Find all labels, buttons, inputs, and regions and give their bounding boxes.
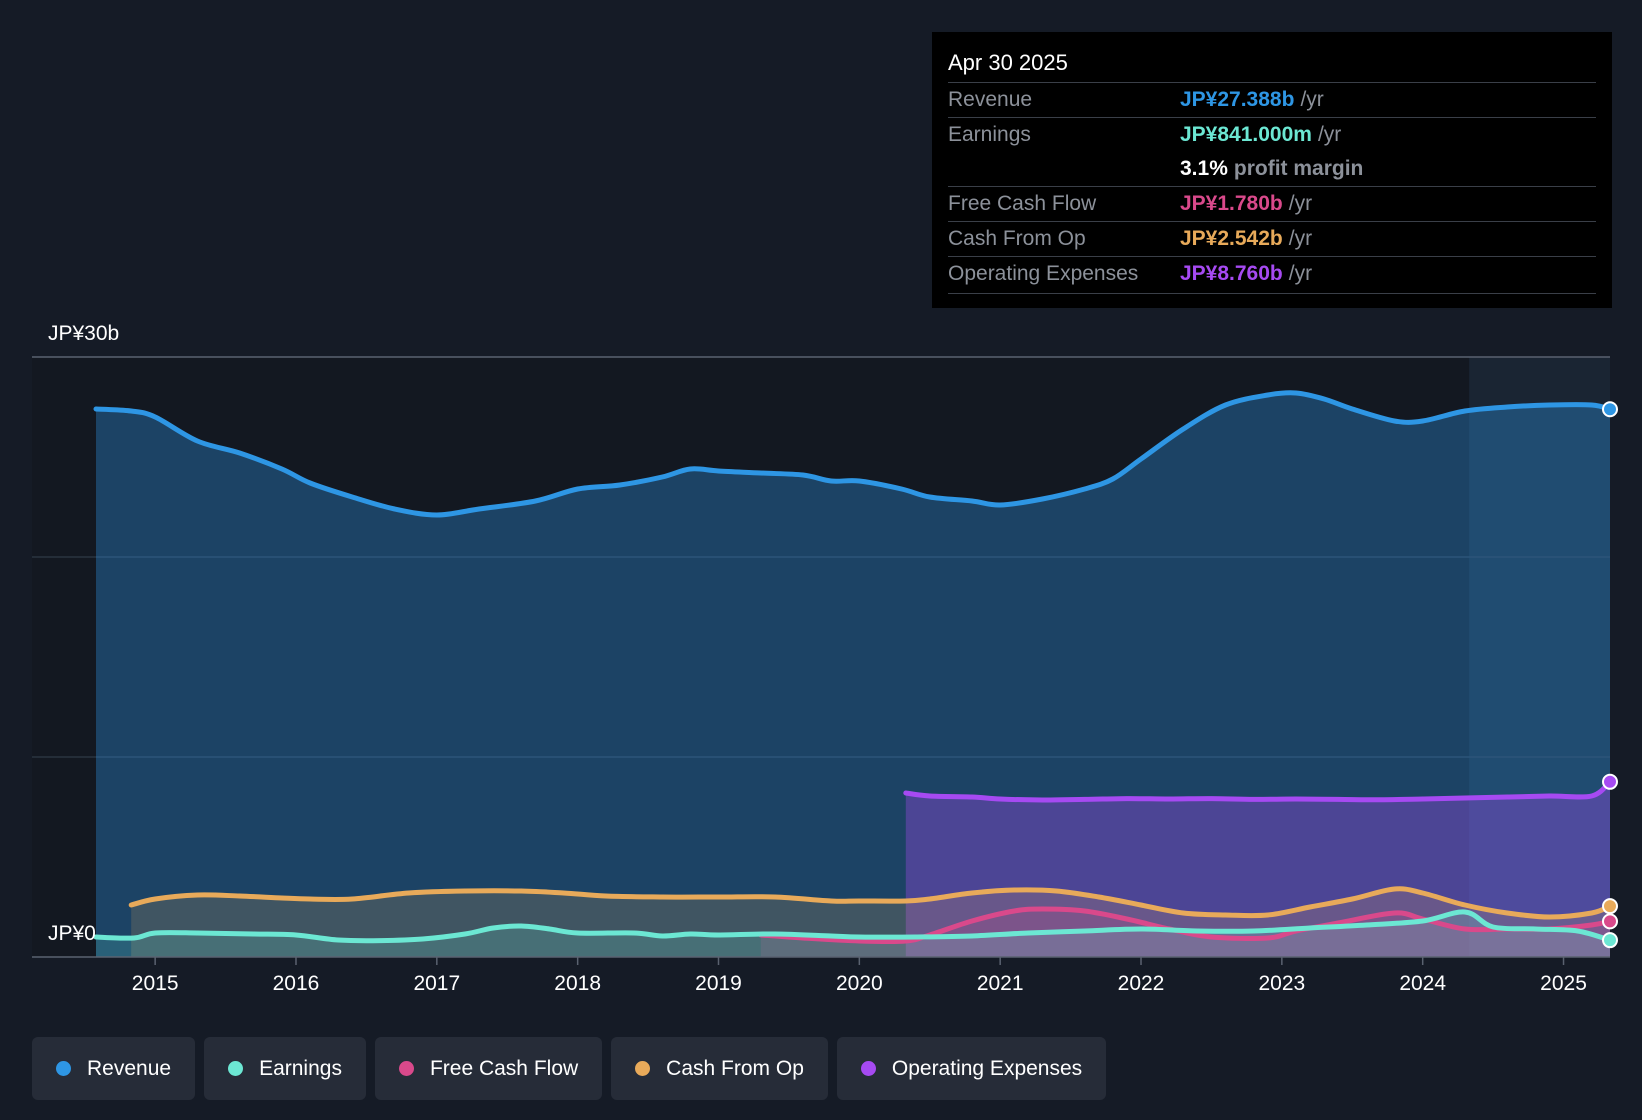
legend-label: Free Cash Flow <box>429 1056 579 1080</box>
x-tick-label: 2022 <box>1118 972 1165 995</box>
tooltip-value: JP¥841.000m <box>1180 123 1312 146</box>
tooltip-unit: /yr <box>1288 192 1313 215</box>
legend-dot-icon <box>635 1061 651 1076</box>
tooltip-row-operating-expenses: Operating Expenses JP¥8.760b /yr <box>948 256 1596 291</box>
data-tooltip: Apr 30 2025 Revenue JP¥27.388b /yr Earni… <box>932 32 1612 308</box>
tooltip-unit: profit margin <box>1233 157 1364 180</box>
legend-item-operating-expenses[interactable]: Operating Expenses <box>836 1037 1107 1100</box>
tooltip-label: Free Cash Flow <box>948 192 1097 215</box>
tooltip-row-revenue: Revenue JP¥27.388b /yr <box>948 82 1596 117</box>
tooltip-unit: /yr <box>1300 88 1324 111</box>
x-tick-label: 2025 <box>1540 972 1587 995</box>
x-tick-label: 2018 <box>554 972 601 995</box>
tooltip-value: JP¥2.542b <box>1180 227 1283 250</box>
legend-dot-icon <box>228 1061 244 1076</box>
x-tick-label: 2024 <box>1399 972 1446 995</box>
x-tick-label: 2015 <box>132 972 179 995</box>
tooltip-row-cash-from-op: Cash From Op JP¥2.542b /yr <box>948 221 1596 256</box>
tooltip-unit: /yr <box>1288 262 1313 285</box>
tooltip-row-profit-margin: 3.1% profit margin <box>948 152 1596 186</box>
x-tick-label: 2019 <box>695 972 742 995</box>
operating-expenses-end-point <box>1602 773 1618 790</box>
tooltip-label: Earnings <box>948 123 1031 146</box>
tooltip-value: JP¥8.760b <box>1180 262 1283 285</box>
cash-from-op-line <box>128 886 1613 920</box>
legend-label: Earnings <box>259 1056 342 1080</box>
earnings-area <box>96 911 1610 957</box>
tooltip-divider <box>948 293 1596 294</box>
x-tick-label: 2023 <box>1258 972 1305 995</box>
revenue-end-point <box>1602 401 1618 418</box>
free-cash-flow-end-point <box>1602 913 1618 930</box>
tooltip-label: Cash From Op <box>948 227 1086 250</box>
past-year-highlight <box>1469 357 1610 957</box>
tooltip-row-free-cash-flow: Free Cash Flow JP¥1.780b /yr <box>948 186 1596 221</box>
legend-item-free-cash-flow[interactable]: Free Cash Flow <box>374 1037 603 1100</box>
x-tick-label: 2021 <box>977 972 1024 995</box>
tooltip-label: Operating Expenses <box>948 262 1139 285</box>
y-axis-top-label: JP¥30b <box>48 322 119 345</box>
tooltip-unit: /yr <box>1288 227 1313 250</box>
tooltip-label: Revenue <box>948 88 1033 111</box>
series-lines <box>93 390 1613 945</box>
tooltip-unit: /yr <box>1317 123 1342 146</box>
tooltip-row-earnings: Earnings JP¥841.000m /yr <box>948 117 1596 152</box>
plot-background <box>32 357 1610 957</box>
legend-dot-icon <box>860 1061 876 1076</box>
legend-label: Cash From Op <box>666 1056 804 1080</box>
tooltip-value: 3.1% <box>1180 157 1228 180</box>
tooltip-value: JP¥1.780b <box>1180 192 1283 215</box>
operating-expenses-area <box>905 781 1610 957</box>
x-tick-label: 2016 <box>273 972 320 995</box>
y-axis-bottom-label: JP¥0 <box>48 922 96 945</box>
legend-item-revenue[interactable]: Revenue <box>32 1037 196 1100</box>
revenue-area <box>96 392 1610 957</box>
x-axis-ticks: 2015 2016 2017 2018 2019 2020 2021 2022 2023 2024… <box>132 957 1587 995</box>
earnings-line <box>93 909 1613 944</box>
legend-item-earnings[interactable]: Earnings <box>204 1037 366 1100</box>
cash-from-op-end-point <box>1602 898 1618 915</box>
chart-legend: Revenue Earnings Free Cash Flow Cash Fro… <box>32 1037 1115 1100</box>
legend-label: Revenue <box>87 1056 172 1080</box>
tooltip-date: Apr 30 2025 <box>948 50 1068 75</box>
legend-dot-icon <box>398 1061 414 1076</box>
earnings-end-point <box>1602 932 1618 949</box>
revenue-line <box>93 390 1613 518</box>
series-end-markers <box>1602 401 1618 949</box>
legend-label: Operating Expenses <box>891 1056 1083 1080</box>
operating-expenses-line <box>903 779 1613 803</box>
tooltip-value: JP¥27.388b <box>1180 88 1295 111</box>
x-tick-label: 2020 <box>836 972 883 995</box>
legend-item-cash-from-op[interactable]: Cash From Op <box>611 1037 828 1100</box>
legend-dot-icon <box>56 1061 71 1076</box>
x-tick-label: 2017 <box>413 972 460 995</box>
gridlines <box>32 356 1610 758</box>
